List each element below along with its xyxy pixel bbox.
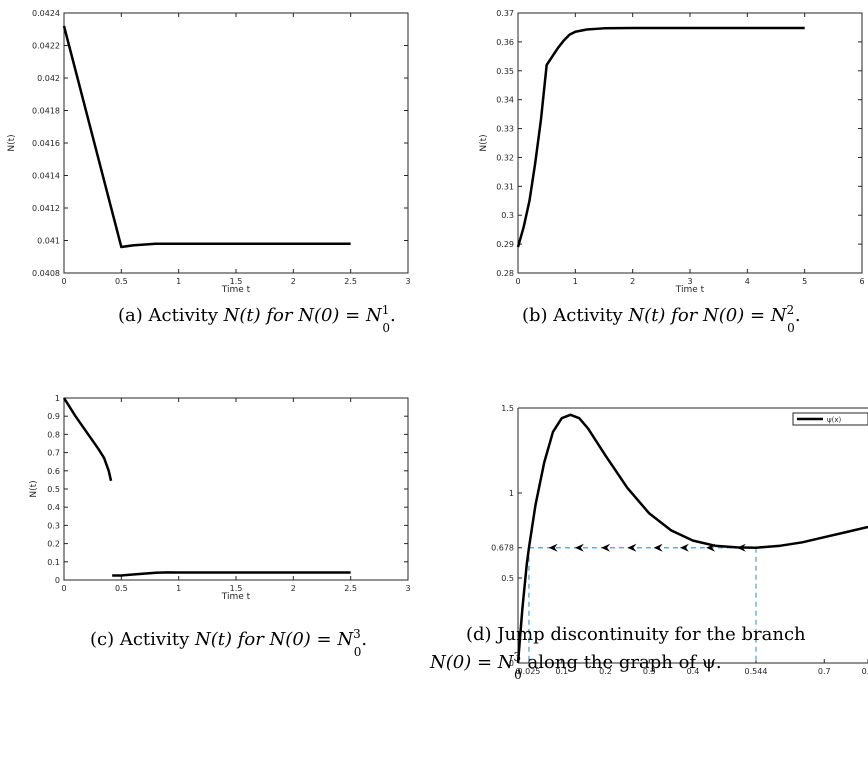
y-tick-label: 0.36 <box>496 38 514 47</box>
y-tick-label: 0.0408 <box>32 269 60 278</box>
y-axis-label: N(t) <box>479 134 489 151</box>
x-tick-label: 2 <box>291 584 296 593</box>
plot-frame <box>63 12 409 274</box>
x-tick-label: 3 <box>405 584 410 593</box>
y-axis-label: N(t) <box>29 480 39 497</box>
x-tick-label: 1 <box>573 277 578 286</box>
legend: ψ(x) <box>792 412 868 426</box>
series-line-1 <box>516 26 805 248</box>
y-axis-label: N(t) <box>7 134 17 151</box>
x-tick-label: 6 <box>859 277 864 286</box>
x-tick-label: 0.5 <box>115 277 128 286</box>
series-line-1 <box>62 25 351 249</box>
panel-d: 00.025 0.1 0.2 0.3 0.4 0.544 0.7 0.8 0 0.5 0.678 1 1… <box>429 404 868 682</box>
x-axis-label: Time t <box>675 285 705 295</box>
y-tick-label: 0.35 <box>496 67 514 76</box>
y-tick-label: 0.042 <box>37 74 60 83</box>
x-tick-label: 3 <box>687 277 692 286</box>
jump-arrow <box>601 543 611 552</box>
panel-c: 0 0.5 1 1.5 2 2.5 3 0 0.1 0.2 0.3 0.4 0.5 0.6 0.7 0.8 0.… <box>29 394 411 659</box>
x-tick-label: 0.025 <box>517 667 540 676</box>
x-tick-label: 0 <box>515 277 520 286</box>
panel-a: 0 0.5 1 1.5 2 2.5 3 0.0408 0.041 0.0412 0.0414 0.04… <box>7 9 411 335</box>
y-tick-label: 0.2 <box>47 540 60 549</box>
series-line-1 <box>516 413 868 664</box>
y-tick-label: 0.678 <box>491 544 514 553</box>
panel-b: 0 1 2 3 4 5 6 0.28 0.29 0.3 0.31 0.32 0.33 0.34 0.35 0.… <box>479 9 865 335</box>
y-tick-label: 0.4 <box>47 503 60 512</box>
caption-line-c-0: (c) Activity N(t) for N(0) = N3 0. <box>90 627 367 659</box>
x-tick-label: 2 <box>291 277 296 286</box>
x-tick-label: 1.5 <box>230 277 243 286</box>
x-tick-label: 0 <box>515 667 520 676</box>
plot-frame <box>63 397 409 581</box>
series-line-2 <box>112 571 351 577</box>
caption-line-b-0: (b) Activity N(t) for N(0) = N2 0. <box>522 303 801 335</box>
y-tick-label: 0.0422 <box>32 42 60 51</box>
y-tick-label: 0.8 <box>47 430 60 439</box>
y-tick-label: 0.37 <box>496 9 514 18</box>
y-tick-label: 0.34 <box>496 96 514 105</box>
x-tick-label: 0.8 <box>862 667 868 676</box>
x-tick-label: 3 <box>405 277 410 286</box>
y-tick-label: 0 <box>55 576 60 585</box>
x-tick-label: 0.544 <box>745 667 768 676</box>
x-tick-label: 1 <box>176 277 181 286</box>
x-tick-label: 4 <box>745 277 750 286</box>
x-axis-label: Time t <box>221 285 251 295</box>
caption-line-d-0: (d) Jump discontinuity for the branch <box>466 624 806 645</box>
x-tick-label: 1.5 <box>230 584 243 593</box>
y-tick-label: 1 <box>55 394 60 403</box>
x-tick-label: 0.7 <box>818 667 831 676</box>
x-tick-label: 1 <box>176 584 181 593</box>
x-tick-label: 5 <box>802 277 807 286</box>
x-tick-label: 0 <box>61 277 66 286</box>
y-tick-label: 0.33 <box>496 125 514 134</box>
x-tick-label: 0.1 <box>555 667 568 676</box>
y-tick-label: 0.0412 <box>32 204 60 213</box>
x-tick-label: 0.5 <box>115 584 128 593</box>
y-tick-label: 0.0416 <box>32 139 60 148</box>
y-tick-label: 0.1 <box>47 558 60 567</box>
x-tick-label: 2 <box>630 277 635 286</box>
legend-label: ψ(x) <box>827 416 841 424</box>
series-line-1 <box>62 397 113 482</box>
jump-arrow <box>548 543 558 552</box>
y-tick-label: 0.9 <box>47 412 60 421</box>
y-tick-label: 0.0414 <box>32 172 60 181</box>
y-tick-label: 0.7 <box>47 449 60 458</box>
jump-arrow <box>627 543 637 552</box>
caption-line-a-0: (a) Activity N(t) for N(0) = N1 0. <box>118 303 396 335</box>
caption-line-d-1: N(0) = N3 0 along the graph of ψ. <box>429 650 722 682</box>
jump-arrow <box>574 543 584 552</box>
legend-box <box>792 412 868 426</box>
y-tick-label: 0.0418 <box>32 107 60 116</box>
y-tick-label: 0.3 <box>47 521 60 530</box>
y-tick-label: 0.3 <box>501 211 514 220</box>
y-tick-label: 0.5 <box>47 485 60 494</box>
plot-frame <box>517 12 863 274</box>
jump-arrow <box>679 543 689 552</box>
y-tick-label: 0.28 <box>496 269 514 278</box>
y-tick-label: 0.6 <box>47 467 60 476</box>
x-tick-label: 0.2 <box>599 667 612 676</box>
y-tick-label: 1.5 <box>501 404 514 413</box>
y-tick-label: 0.041 <box>37 237 60 246</box>
x-axis-label: Time t <box>221 592 251 602</box>
y-tick-label: 1 <box>509 489 514 498</box>
x-tick-label: 2.5 <box>344 584 357 593</box>
y-tick-label: 0.31 <box>496 182 514 191</box>
y-tick-label: 0 <box>509 659 514 668</box>
x-tick-label: 0 <box>61 584 66 593</box>
x-tick-label: 2.5 <box>344 277 357 286</box>
y-tick-label: 0.0424 <box>32 9 60 18</box>
y-tick-label: 0.32 <box>496 153 514 162</box>
y-tick-label: 0.5 <box>501 574 514 583</box>
y-tick-label: 0.29 <box>496 240 514 249</box>
x-tick-label: 0.3 <box>643 667 656 676</box>
x-tick-label: 0.4 <box>687 667 700 676</box>
jump-arrow <box>653 543 663 552</box>
